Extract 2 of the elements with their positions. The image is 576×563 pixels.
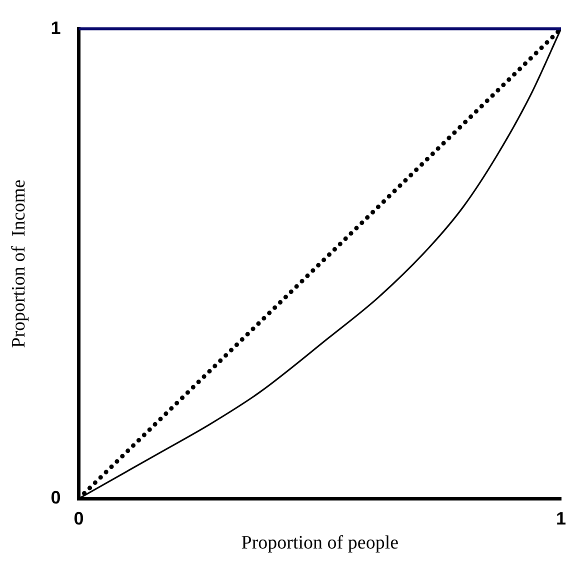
- x-axis-title: Proportion of people: [241, 532, 399, 554]
- y-axis-title: Proportion of Income: [8, 180, 30, 348]
